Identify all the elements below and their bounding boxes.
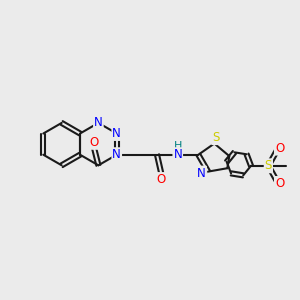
Text: N: N [94,116,103,129]
Text: S: S [265,159,272,172]
Text: O: O [275,177,284,190]
Text: N: N [112,127,121,140]
Text: N: N [112,148,121,161]
Text: O: O [157,173,166,186]
Text: H: H [174,142,182,152]
Text: N: N [173,148,182,161]
Text: O: O [275,142,284,154]
Text: N: N [197,167,206,180]
Text: O: O [89,136,99,149]
Text: S: S [212,131,220,144]
